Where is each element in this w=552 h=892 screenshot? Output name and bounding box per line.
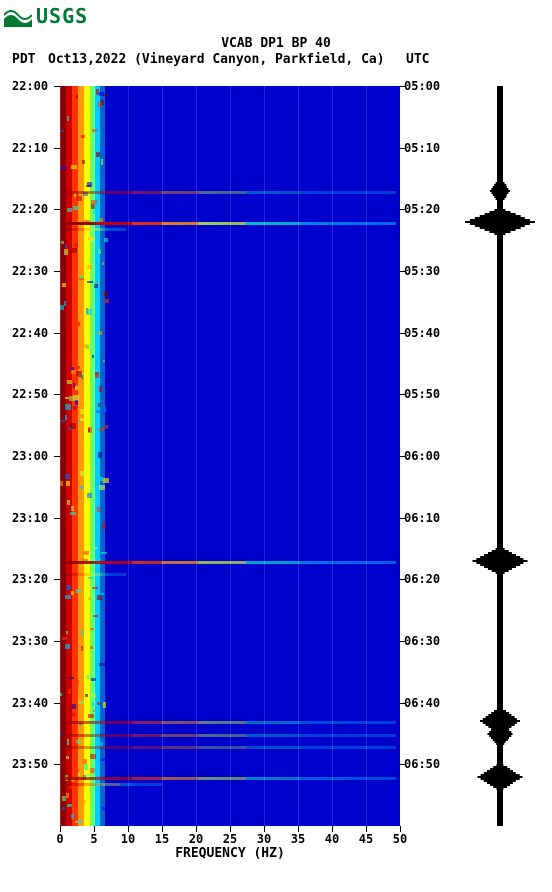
y-tick-left: 23:20 <box>12 572 48 586</box>
y-tick-right: 06:50 <box>404 757 440 771</box>
timezone-left: PDT <box>12 52 35 67</box>
timezone-right: UTC <box>406 52 429 67</box>
y-tick-left: 23:40 <box>12 696 48 710</box>
spectrogram-plot <box>60 86 400 826</box>
y-tick-left: 22:10 <box>12 141 48 155</box>
x-tick-label: 5 <box>90 832 97 846</box>
seismic-event <box>390 777 396 780</box>
date-location: Oct13,2022 (Vineyard Canyon, Parkfield, … <box>48 52 385 67</box>
y-tick-right: 05:00 <box>404 79 440 93</box>
y-tick-right: 06:10 <box>404 511 440 525</box>
seismic-event <box>390 734 396 737</box>
y-tick-left: 22:20 <box>12 202 48 216</box>
y-tick-right: 06:00 <box>404 449 440 463</box>
x-tick-label: 50 <box>393 832 407 846</box>
usgs-wave-icon <box>4 5 32 27</box>
y-tick-right: 05:30 <box>404 264 440 278</box>
x-tick-label: 45 <box>359 832 373 846</box>
y-tick-right: 05:50 <box>404 387 440 401</box>
y-tick-left: 23:30 <box>12 634 48 648</box>
y-tick-left: 22:50 <box>12 387 48 401</box>
y-tick-left: 23:00 <box>12 449 48 463</box>
y-tick-right: 05:40 <box>404 326 440 340</box>
x-tick-label: 15 <box>155 832 169 846</box>
y-tick-left: 23:10 <box>12 511 48 525</box>
seismic-event <box>120 573 126 576</box>
x-tick-label: 40 <box>325 832 339 846</box>
y-tick-left: 22:40 <box>12 326 48 340</box>
seismic-event <box>390 721 396 724</box>
x-tick-label: 30 <box>257 832 271 846</box>
y-tick-right: 06:20 <box>404 572 440 586</box>
waveform-trace <box>460 86 540 826</box>
seismic-event <box>390 222 396 225</box>
x-axis-label: FREQUENCY (HZ) <box>60 846 400 861</box>
x-tick-label: 0 <box>56 832 63 846</box>
y-tick-right: 05:20 <box>404 202 440 216</box>
seismic-event <box>120 228 126 231</box>
x-tick-label: 35 <box>291 832 305 846</box>
x-tick-label: 20 <box>189 832 203 846</box>
usgs-logo: USGS <box>4 4 88 28</box>
y-axis-left-pdt: 22:0022:1022:2022:3022:4022:5023:0023:10… <box>12 86 56 826</box>
x-tick-label: 10 <box>121 832 135 846</box>
y-tick-right: 06:30 <box>404 634 440 648</box>
usgs-text: USGS <box>36 4 88 28</box>
seismic-event <box>390 746 396 749</box>
y-tick-left: 22:30 <box>12 264 48 278</box>
y-tick-left: 22:00 <box>12 79 48 93</box>
x-tick-label: 25 <box>223 832 237 846</box>
seismic-event <box>390 561 396 564</box>
y-tick-left: 23:50 <box>12 757 48 771</box>
chart-title: VCAB DP1 BP 40 <box>0 36 552 51</box>
y-tick-right: 06:40 <box>404 696 440 710</box>
y-axis-right-utc: 05:0005:1005:2005:3005:4005:5006:0006:10… <box>404 86 448 826</box>
y-tick-right: 05:10 <box>404 141 440 155</box>
seismic-event <box>390 191 396 194</box>
